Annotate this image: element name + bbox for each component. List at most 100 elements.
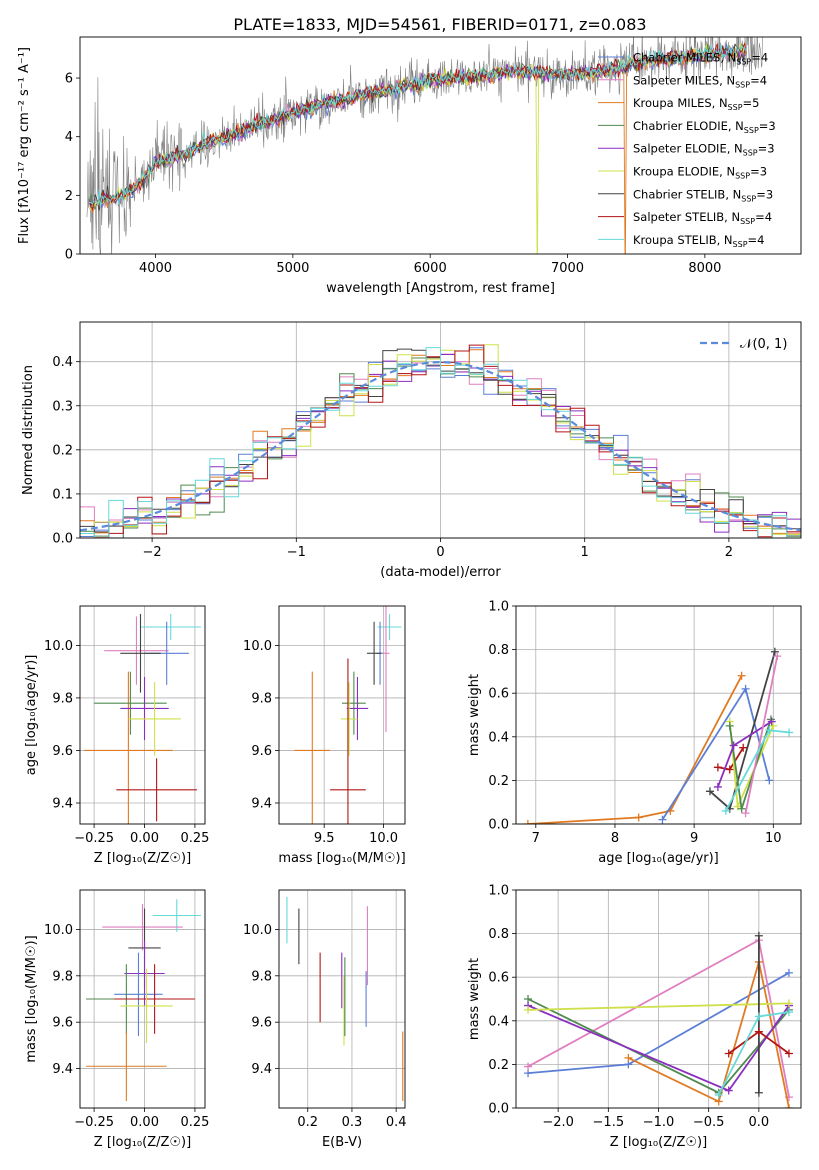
- y-tick-label: 0.3: [52, 399, 73, 414]
- weight-marker: [784, 1008, 793, 1017]
- x-tick-label: 0.25: [180, 1115, 209, 1130]
- y-tick-label: 9.6: [251, 1016, 272, 1031]
- plot-area: [294, 606, 402, 824]
- errorbar-point-salpeter-stelib: [116, 758, 197, 822]
- errorbar-point-kroupa-stelib: [377, 613, 402, 641]
- weight-marker: [729, 741, 738, 750]
- x-tick-label: 8000: [688, 261, 721, 276]
- normal-curve: [80, 360, 801, 532]
- y-tick-label: 0.4: [488, 1014, 509, 1029]
- weight-series-kroupa-stelib: [714, 1008, 793, 1099]
- legend-suffix: =3: [759, 119, 776, 133]
- y-tick-label: 9.8: [251, 969, 272, 984]
- spectrum-model-line-kroupa-stelib: [89, 45, 747, 209]
- weight-marker: [658, 815, 667, 824]
- legend-suffix: =3: [750, 165, 767, 179]
- errorbar-point-chabrier-elodie: [342, 671, 366, 735]
- weight-marker: [785, 728, 794, 737]
- plot-area: [524, 931, 793, 1108]
- weight-marker: [721, 806, 730, 815]
- errorbar-point-chabrier-stelib: [120, 613, 161, 693]
- axes-frame: [515, 605, 802, 825]
- y-tick-label: 0.4: [52, 355, 73, 370]
- weight-line: [661, 686, 771, 821]
- errorbar-point-salpeter-miles: [104, 616, 169, 685]
- x-axis-label: (data-model)/error: [380, 565, 501, 580]
- weight-marker: [765, 776, 774, 785]
- legend-label-chabrier-stelib: Chabrier STELIB, NSSP=3: [633, 187, 773, 203]
- plot-area: [84, 613, 201, 824]
- weight-marker: [770, 647, 779, 656]
- weight-marker: [784, 999, 793, 1008]
- x-tick-label: 9.5: [314, 831, 335, 846]
- y-tick-label: 6: [65, 72, 73, 87]
- x-tick-label: 7000: [551, 261, 584, 276]
- y-tick-label: 1.0: [488, 884, 509, 899]
- axes-frame: [278, 889, 406, 1109]
- x-tick-label: 2: [725, 545, 733, 560]
- legend-suffix: =4: [751, 51, 768, 65]
- x-axis-label: Z [log₁₀(Z/Z☉)]: [94, 1135, 191, 1150]
- axes: 0.2 0.3 0.4 9.4 9.6 9.8 10.0 E(B-V): [243, 889, 407, 1150]
- weight-marker: [754, 931, 763, 940]
- weight-marker: [523, 820, 532, 824]
- x-axis-label: Z [log₁₀(Z/Z☉)]: [610, 1135, 707, 1150]
- legend-subscript: SSP: [736, 58, 751, 67]
- weight-marker: [624, 1053, 633, 1062]
- legend-label-kroupa-elodie: Kroupa ELODIE, NSSP=3: [633, 165, 767, 181]
- weight-series-kroupa-elodie: [524, 999, 793, 1014]
- axes-frame: [79, 605, 206, 825]
- x-axis-label: wavelength [Angstrom, rest frame]: [326, 281, 555, 296]
- legend-suffix: =3: [756, 187, 773, 201]
- x-tick-label: 0.4: [386, 1115, 407, 1130]
- y-tick-label: 9.4: [251, 1062, 272, 1077]
- x-tick-label: 7: [532, 831, 540, 846]
- x-tick-label: 4000: [139, 261, 172, 276]
- weight-marker: [773, 652, 782, 661]
- weight-marker: [713, 782, 722, 791]
- legend-subscript: SSP: [741, 194, 756, 203]
- y-tick-label: 10.0: [243, 639, 272, 654]
- plot-area: [286, 896, 404, 1102]
- y-tick-label: 0.8: [488, 927, 509, 942]
- legend-label-kroupa-stelib: Kroupa STELIB, NSSP=4: [633, 233, 764, 249]
- weight-series-kroupa-miles: [523, 671, 746, 824]
- mass-vs-ebv-panel: 0.2 0.3 0.4 9.4 9.6 9.8 10.0 E(B-V): [243, 889, 407, 1150]
- y-tick-label: 9.4: [52, 796, 73, 811]
- errorbar-point-kroupa-miles: [86, 1031, 167, 1102]
- weight-marker: [713, 763, 722, 772]
- y-axis-label: Normed distribution: [21, 365, 36, 495]
- y-tick-label: 9.4: [251, 796, 272, 811]
- x-tick-label: −1: [287, 545, 306, 560]
- y-tick-label: 0.6: [488, 687, 509, 702]
- y-tick-label: 9.4: [52, 1062, 73, 1077]
- age-vs-metallicity-panel: −0.25 0.00 0.25 9.4 9.6 9.8 10.0 Z [log₁₀(Z/Z☉)…: [24, 605, 209, 866]
- legend-label-salpeter-stelib: Salpeter STELIB, NSSP=4: [633, 210, 772, 226]
- errorbar-point-salpeter-elodie: [346, 676, 369, 740]
- y-tick-label: 9.6: [251, 744, 272, 759]
- errorbar-point-chabrier-elodie: [94, 671, 167, 735]
- errorbar-point-chabrier-miles: [114, 952, 163, 1037]
- legend-label-chabrier-miles: Chabrier MILES, NSSP=4: [633, 51, 768, 67]
- legend-suffix: =4: [748, 233, 765, 247]
- errorbar-point-salpeter-stelib: [114, 964, 195, 1034]
- axes: 9.5 10.0 9.4 9.6 9.8 10.0 mass [log₁₀(M/M☉)]: [243, 605, 406, 866]
- errorbar-point-salpeter-miles: [102, 903, 183, 951]
- x-tick-label: −0.25: [74, 831, 114, 846]
- axes-frame: [278, 605, 406, 825]
- weight-marker: [769, 721, 778, 730]
- y-tick-label: 0.2: [488, 1058, 509, 1073]
- y-tick-label: 9.8: [52, 969, 73, 984]
- weight-marker: [767, 717, 776, 726]
- y-tick-label: 0.0: [52, 532, 73, 547]
- spectrum-panel: 4000 5000 6000 7000 8000 0 2 4 6 wavelength [Angs…: [17, 36, 802, 296]
- axes: −0.25 0.00 0.25 9.4 9.6 9.8 10.0 Z [log₁₀(Z/Z☉)…: [24, 889, 209, 1150]
- spectrum-model-line-salpeter-stelib: [89, 41, 747, 211]
- x-tick-label: 0.0: [749, 1115, 770, 1130]
- legend-name: Kroupa ELODIE, N: [633, 165, 735, 179]
- x-tick-label: −0.25: [74, 1115, 114, 1130]
- y-tick-label: 9.6: [52, 1016, 73, 1031]
- weight-line: [527, 1002, 790, 1011]
- errorbar-point-kroupa-stelib: [152, 899, 201, 932]
- weight-series-kroupa-stelib: [721, 726, 794, 815]
